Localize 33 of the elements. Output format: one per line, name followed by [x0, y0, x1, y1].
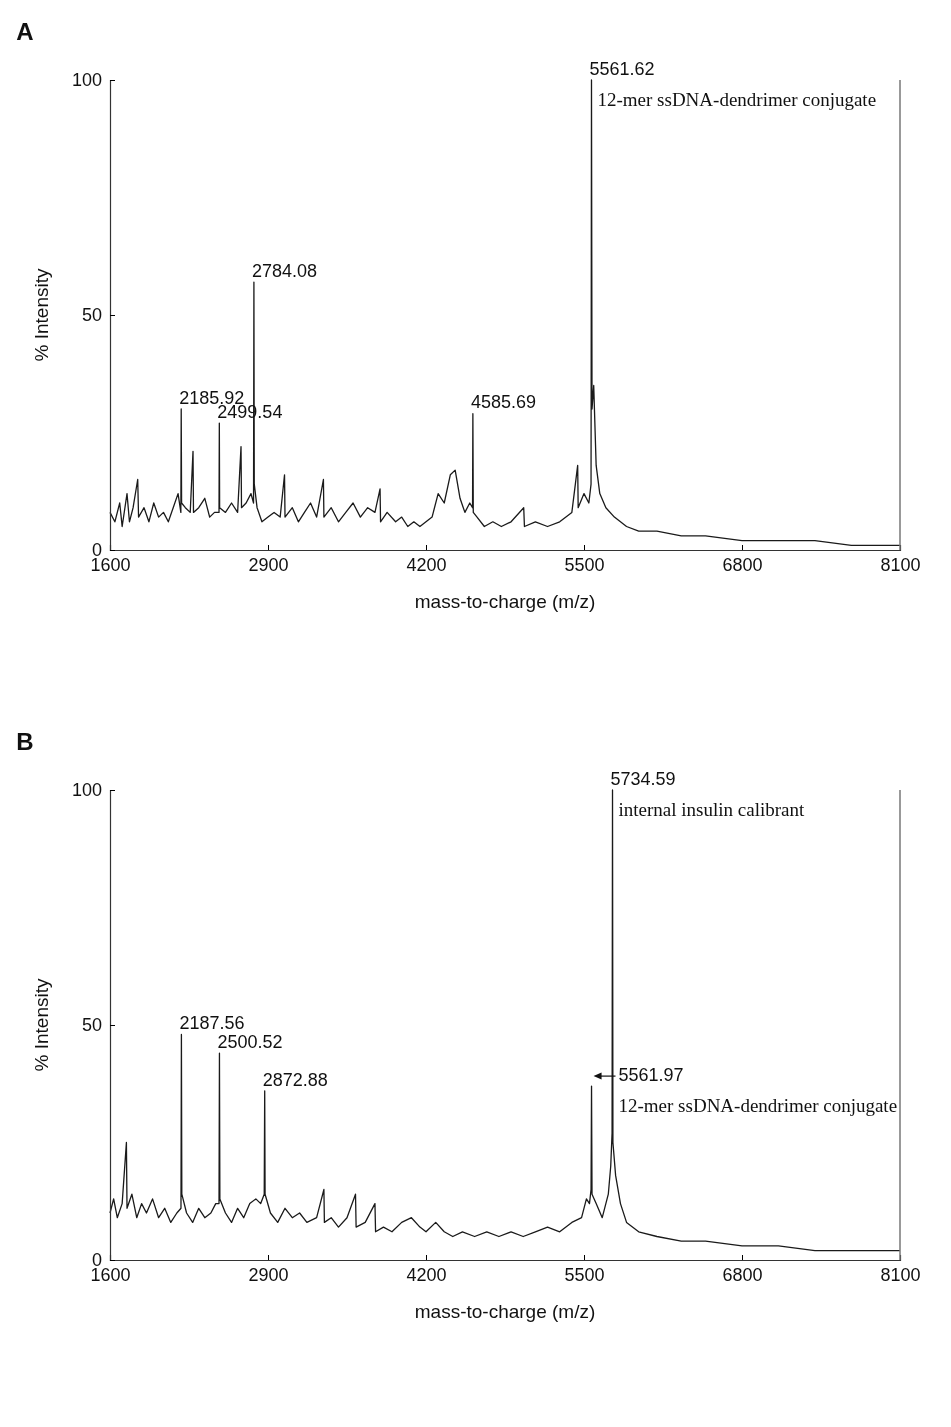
annotation: 4585.69	[470, 392, 536, 413]
annotation: 5561.62	[589, 58, 655, 79]
annotation: 5734.59	[610, 768, 676, 789]
chart-title: B	[16, 728, 34, 755]
x-tick-label: 2900	[248, 554, 289, 575]
x-tick-label: 4200	[406, 554, 447, 575]
y-axis-title: % Intensity	[31, 978, 52, 1072]
annotation: 2872.88	[262, 1069, 328, 1090]
x-axis-title: mass-to-charge (m/z)	[414, 591, 596, 612]
annotation: 2784.08	[251, 260, 317, 281]
y-tick-label: 50	[81, 1015, 102, 1036]
annotation: 12-mer ssDNA-dendrimer conjugate	[597, 89, 877, 111]
annotation: 12-mer ssDNA-dendrimer conjugate	[618, 1095, 898, 1117]
x-tick-label: 8100	[880, 554, 921, 575]
x-tick-label: 5500	[564, 554, 605, 575]
x-tick-label: 4200	[406, 1264, 447, 1285]
annotation: 5561.97	[618, 1064, 684, 1085]
x-tick-label: 5500	[564, 1264, 605, 1285]
x-tick-label: 8100	[880, 1264, 921, 1285]
line-series	[109, 789, 901, 1252]
y-tick-label: 50	[81, 305, 102, 326]
annotation: 2500.52	[217, 1031, 283, 1052]
y-tick-label: 100	[71, 70, 102, 91]
chart-title: A	[16, 18, 34, 45]
annotation: internal insulin calibrant	[618, 799, 805, 821]
y-axis-title: % Intensity	[31, 268, 52, 362]
y-tick-label: 100	[71, 780, 102, 801]
x-tick-label: 2900	[248, 1264, 289, 1285]
line-series	[109, 79, 901, 546]
x-tick-label: 6800	[722, 554, 763, 575]
annotation: 2187.56	[179, 1013, 245, 1034]
x-tick-label: 6800	[722, 1264, 763, 1285]
x-axis-title: mass-to-charge (m/z)	[414, 1301, 596, 1322]
